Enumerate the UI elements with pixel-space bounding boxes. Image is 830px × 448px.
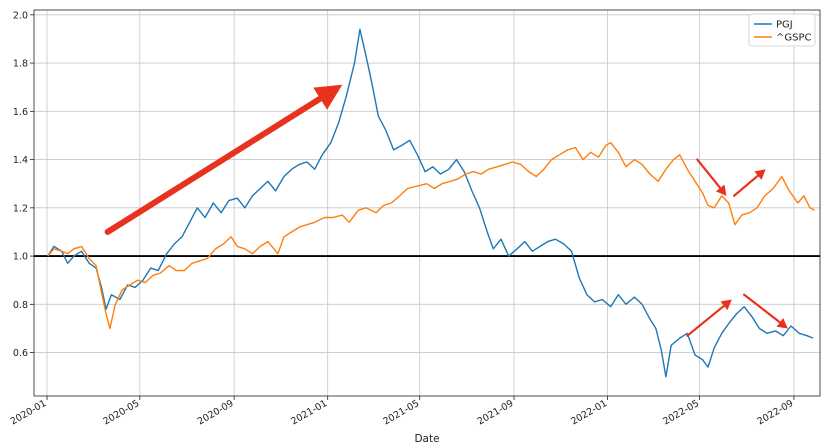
legend-box	[748, 13, 816, 47]
x-axis-title: Date	[414, 433, 439, 445]
x-tick-label: 2021-05	[381, 398, 421, 427]
x-axis-ticks: 2020-01 2020-05 2020-09 2021-01 2021-05 2021-…	[9, 396, 796, 427]
y-tick-label: 1.2	[13, 203, 28, 214]
legend-label: PGJ	[776, 20, 793, 31]
series-line-pgj	[47, 28, 814, 378]
annotation-arrow-head	[754, 169, 766, 180]
legend-label: ^GSPC	[776, 33, 812, 44]
x-tick-label: 2022-01	[569, 398, 609, 427]
x-tick-label: 2020-01	[9, 398, 49, 427]
y-tick-label: 0.6	[13, 348, 28, 359]
x-tick-label: 2020-09	[196, 398, 236, 427]
annotation-arrow-head	[720, 299, 732, 311]
annotation-arrow-shaft	[104, 95, 324, 235]
annotation-arrow-head	[715, 184, 727, 196]
x-tick-label: 2022-05	[661, 398, 701, 427]
x-tick-label: 2020-05	[101, 398, 141, 427]
series-layer	[47, 28, 815, 378]
annotation-arrow-shaft	[742, 293, 781, 324]
annotation-arrows	[104, 84, 788, 337]
y-tick-label: 0.8	[13, 300, 28, 311]
annotation-arrow-head	[313, 84, 343, 110]
annotation-arrow-shaft	[696, 158, 722, 190]
series-line-gspc	[47, 142, 815, 330]
annotation-arrow-head	[776, 318, 788, 329]
y-tick-label: 1.0	[13, 252, 28, 263]
y-tick-label: 1.8	[13, 59, 28, 70]
y-axis-ticks: 0.6 0.8 1.0 1.2 1.4 1.6 1.8 2.0	[13, 10, 34, 359]
plot-frame	[33, 9, 821, 397]
annotation-arrow-shaft	[686, 304, 726, 337]
x-tick-label: 2021-01	[289, 398, 329, 427]
y-tick-label: 1.4	[13, 155, 28, 166]
annotation-arrow-shaft	[733, 174, 760, 197]
x-tick-label: 2021-09	[476, 398, 516, 427]
y-tick-label: 1.6	[13, 107, 28, 118]
legend: PGJ ^GSPC	[748, 13, 816, 47]
y-tick-label: 2.0	[13, 10, 28, 21]
x-tick-label: 2022-09	[756, 398, 796, 427]
